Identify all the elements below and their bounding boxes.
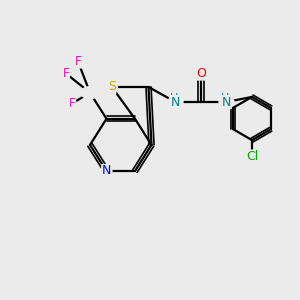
Text: Cl: Cl <box>246 150 258 163</box>
Text: N: N <box>222 95 231 109</box>
Text: F: F <box>63 67 69 80</box>
Ellipse shape <box>62 69 70 78</box>
Ellipse shape <box>106 82 117 92</box>
Ellipse shape <box>219 97 234 107</box>
Ellipse shape <box>168 97 183 107</box>
Text: H: H <box>170 93 178 103</box>
Ellipse shape <box>245 151 259 162</box>
Ellipse shape <box>81 87 99 99</box>
Ellipse shape <box>68 99 76 108</box>
Ellipse shape <box>74 57 82 66</box>
Text: H: H <box>221 93 229 103</box>
Text: N: N <box>102 164 111 178</box>
Text: O: O <box>196 67 206 80</box>
Ellipse shape <box>101 166 112 176</box>
Text: F: F <box>69 97 75 110</box>
Ellipse shape <box>196 69 206 78</box>
Text: S: S <box>108 80 116 94</box>
Text: F: F <box>75 55 81 68</box>
Text: N: N <box>171 95 180 109</box>
